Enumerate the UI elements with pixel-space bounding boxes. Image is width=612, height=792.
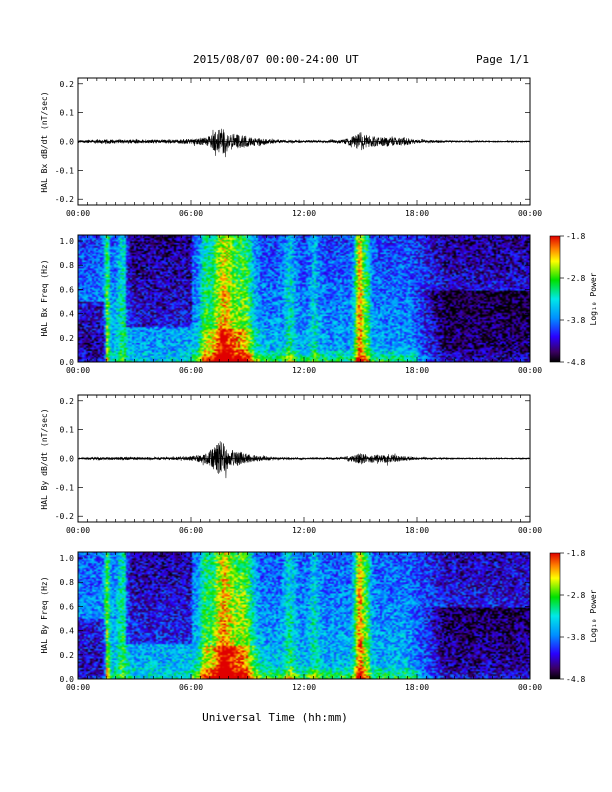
colorbar-tick-label: -1.8 (566, 549, 585, 558)
colorbar-tick-label: -4.8 (566, 358, 585, 367)
y-tick-label: 0.0 (60, 138, 75, 147)
by-colorbar-scale (549, 552, 561, 680)
y-tick-label: -0.2 (55, 195, 74, 204)
y-tick-label: -0.2 (55, 512, 74, 521)
x-tick-label: 06:00 (179, 209, 203, 218)
x-tick-label: 12:00 (292, 366, 316, 375)
y-tick-label: 1.0 (60, 237, 75, 246)
y-tick-label: 0.0 (60, 455, 75, 464)
by-spectrogram (78, 552, 530, 679)
y-tick-label: 0.0 (60, 358, 75, 367)
bx-freq-panel: 00:00 06:00 12:00 18:00 00:00 1.0 0.8 0.6 0.4 0.2… (40, 232, 598, 375)
y-tick-label: 0.1 (60, 426, 75, 435)
y-tick-label: -0.1 (55, 483, 74, 492)
x-tick-label: 06:00 (179, 366, 203, 375)
y-tick-label: -0.1 (55, 166, 74, 175)
x-tick-label: 12:00 (292, 526, 316, 535)
x-tick-label: 18:00 (405, 526, 429, 535)
x-tick-label: 06:00 (179, 683, 203, 692)
x-tick-label: 00:00 (66, 683, 90, 692)
x-tick-label: 18:00 (405, 209, 429, 218)
x-tick-label: 12:00 (292, 209, 316, 218)
y-tick-label: 0.2 (60, 80, 75, 89)
x-tick-label: 00:00 (66, 366, 90, 375)
y-tick-label: 0.2 (60, 334, 75, 343)
by-colorbar: -1.8 -2.8 -3.8 -4.8 Log₁₀ Power (549, 549, 598, 684)
x-tick-label: 00:00 (518, 683, 542, 692)
x-tick-label: 00:00 (518, 209, 542, 218)
by-dbdt-trace (77, 441, 531, 479)
x-tick-label: 18:00 (405, 366, 429, 375)
y-tick-label: 0.2 (60, 651, 75, 660)
bx-colorbar-scale (549, 235, 561, 363)
x-tick-label: 06:00 (179, 526, 203, 535)
x-tick-label: 12:00 (292, 683, 316, 692)
colorbar-tick-label: -1.8 (566, 232, 585, 241)
y-tick-label: 0.1 (60, 109, 75, 118)
dbdt-series (77, 128, 531, 158)
by-dbdt-ylabel: HAL By dB/dt (nT/sec) (40, 408, 49, 509)
y-tick-label: 0.0 (60, 675, 75, 684)
by-freq-ylabel: HAL By Freq (Hz) (40, 576, 49, 653)
x-tick-label: 18:00 (405, 683, 429, 692)
colorbar-tick-label: -4.8 (566, 675, 585, 684)
bx-freq-ylabel: HAL Bx Freq (Hz) (40, 259, 49, 336)
y-tick-label: 0.4 (60, 310, 75, 319)
y-tick-label: 0.8 (60, 578, 75, 587)
by-dbdt-panel: 00:00 06:00 12:00 18:00 00:00 0.2 0.1 0.0 -0.1 -0… (40, 394, 542, 535)
bx-colorbar: -1.8 -2.8 -3.8 -4.8 Log₁₀ Power (549, 232, 598, 367)
bx-spectrogram (78, 235, 530, 362)
by-freq-panel: 00:00 06:00 12:00 18:00 00:00 1.0 0.8 0.6 0.4 0.2… (40, 549, 598, 692)
x-axis-label: Universal Time (hh:mm) (202, 711, 348, 724)
y-tick-label: 0.4 (60, 627, 75, 636)
page-number: Page 1/1 (476, 53, 529, 66)
x-tick-label: 00:00 (66, 209, 90, 218)
colorbar-tick-label: -3.8 (566, 633, 585, 642)
bx-colorbar-label: Log₁₀ Power (589, 272, 598, 325)
x-tick-label: 00:00 (518, 366, 542, 375)
colorbar-tick-label: -2.8 (566, 274, 585, 283)
bx-dbdt-ylabel: HAL Bx dB/dt (nT/sec) (40, 91, 49, 192)
colorbar-tick-label: -2.8 (566, 591, 585, 600)
y-tick-label: 0.8 (60, 261, 75, 270)
x-tick-label: 00:00 (518, 526, 542, 535)
y-tick-label: 0.6 (60, 285, 75, 294)
y-tick-label: 1.0 (60, 554, 75, 563)
y-tick-label: 0.2 (60, 397, 75, 406)
bx-dbdt-panel: 00:00 06:00 12:00 18:00 00:00 0.2 0.1 0.0 -0.1 -0… (40, 77, 542, 218)
by-colorbar-label: Log₁₀ Power (589, 589, 598, 642)
bx-dbdt-trace (77, 128, 531, 158)
colorbar-tick-label: -3.8 (566, 316, 585, 325)
x-tick-label: 00:00 (66, 526, 90, 535)
dbdt-series (77, 441, 531, 479)
figure-title: 2015/08/07 00:00-24:00 UT (193, 53, 359, 66)
y-tick-label: 0.6 (60, 602, 75, 611)
